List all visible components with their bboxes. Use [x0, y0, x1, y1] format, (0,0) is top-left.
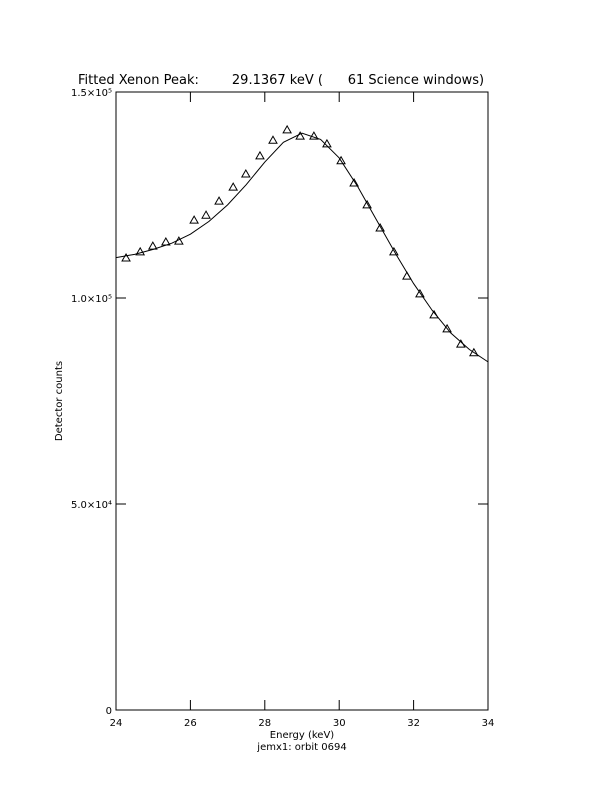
triangle-marker — [469, 347, 479, 357]
triangle-marker — [389, 246, 399, 256]
x-tick-label: 28 — [258, 718, 271, 729]
triangle-marker — [282, 124, 292, 134]
triangle-marker — [135, 246, 146, 256]
y-tick-label: 5.0×10⁴ — [71, 500, 112, 511]
fit-line — [115, 132, 489, 363]
triangle-marker — [189, 215, 199, 224]
triangle-marker — [240, 168, 251, 178]
x-axis-label: Energy (keV) — [270, 730, 335, 741]
y-tick-label: 1.5×10⁵ — [71, 88, 112, 99]
triangle-marker — [442, 323, 452, 333]
subtitle: jemx1: orbit 0694 — [256, 742, 346, 753]
triangle-marker — [255, 150, 265, 160]
triangle-marker — [214, 196, 224, 205]
y-axis-label: Detector counts — [54, 361, 65, 441]
plot-frame — [115, 91, 489, 711]
y-tick-label: 0 — [106, 706, 112, 717]
triangle-marker — [349, 178, 359, 187]
triangle-marker — [121, 253, 131, 262]
triangle-marker — [309, 131, 319, 140]
y-tick-label: 1.0×10⁵ — [71, 294, 112, 305]
triangle-marker — [336, 155, 346, 165]
x-tick-label: 30 — [333, 718, 346, 729]
triangle-marker — [415, 288, 425, 298]
triangle-marker — [268, 135, 278, 144]
triangle-marker — [201, 210, 211, 219]
x-tick-label: 32 — [407, 718, 420, 729]
x-tick-label: 26 — [184, 718, 197, 729]
x-tick-label: 24 — [110, 718, 123, 729]
chart-title: Fitted Xenon Peak: 29.1367 keV ( 61 Scie… — [78, 73, 484, 88]
x-tick-label: 34 — [482, 718, 495, 729]
triangle-marker — [362, 199, 372, 209]
triangle-marker — [375, 222, 385, 232]
triangle-marker — [228, 182, 239, 191]
